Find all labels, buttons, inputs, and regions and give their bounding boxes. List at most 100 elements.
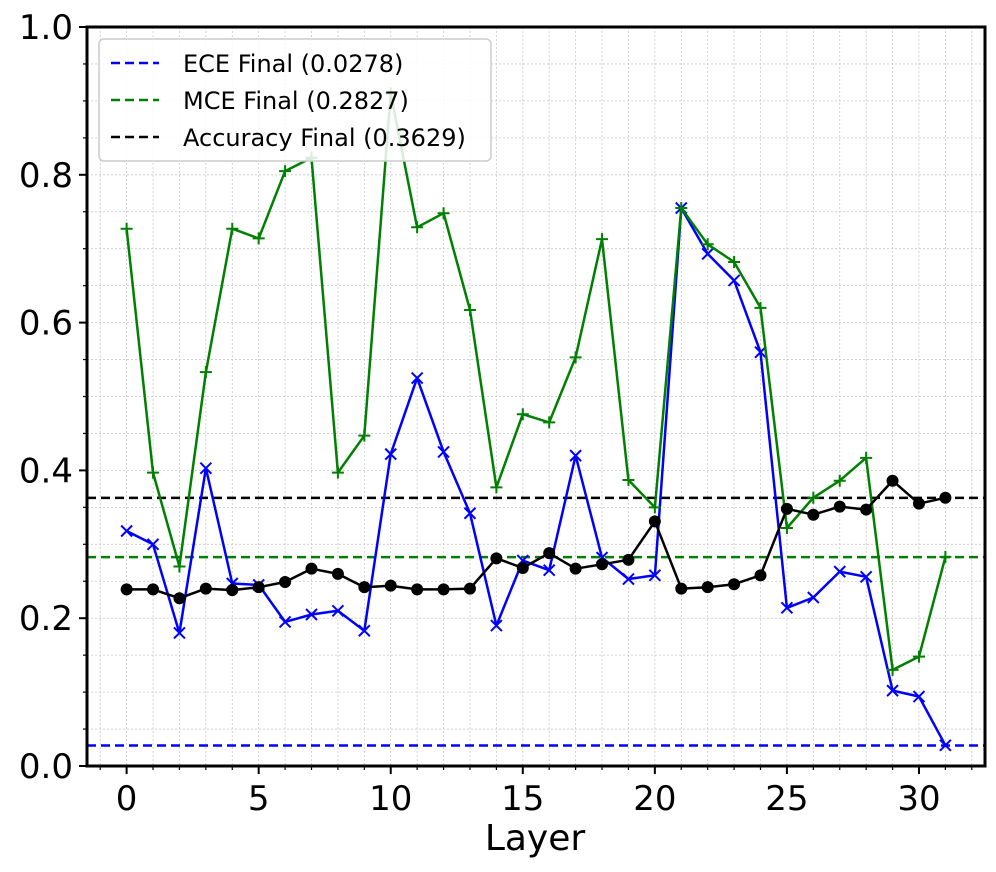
- mce-point: [147, 466, 160, 479]
- accuracy-point: [728, 578, 741, 591]
- accuracy-point: [226, 584, 239, 597]
- ece-marker: [146, 538, 160, 551]
- ece-point: [146, 538, 160, 551]
- ece-marker: [278, 615, 292, 629]
- accuracy-point: [463, 582, 476, 595]
- y-tick-label: 1.0: [19, 8, 73, 48]
- accuracy-point: [490, 552, 503, 565]
- accuracy-point: [860, 503, 873, 516]
- accuracy-marker: [701, 581, 714, 594]
- ece-point: [807, 591, 820, 604]
- legend-label-mce_final: MCE Final (0.2827): [183, 87, 409, 115]
- ece-marker: [912, 690, 926, 703]
- accuracy-point: [622, 553, 635, 566]
- accuracy-point: [358, 581, 371, 594]
- ece-marker: [727, 274, 741, 287]
- accuracy-point: [675, 582, 688, 595]
- ece-point: [173, 626, 186, 640]
- mce-point: [648, 501, 661, 514]
- mce-point: [569, 351, 582, 364]
- ece-point: [939, 739, 952, 752]
- ece-marker: [331, 604, 345, 618]
- ece-marker: [807, 591, 820, 604]
- ece-marker: [120, 524, 133, 538]
- mce-point: [331, 466, 344, 479]
- mce-point: [701, 238, 714, 251]
- accuracy-marker: [358, 581, 371, 594]
- mce-marker: [543, 416, 556, 429]
- accuracy-marker: [569, 562, 582, 575]
- accuracy-marker: [728, 578, 741, 591]
- mce-marker: [701, 238, 714, 251]
- mce-marker: [648, 501, 661, 514]
- ece-point: [490, 619, 503, 632]
- mce-marker: [516, 408, 529, 421]
- x-tick-label: 25: [765, 779, 808, 819]
- mce-marker: [173, 560, 186, 573]
- ece-point: [569, 449, 582, 462]
- accuracy-marker: [463, 582, 476, 595]
- ece-point: [833, 565, 846, 578]
- mce-point: [411, 221, 424, 234]
- accuracy-point: [939, 491, 952, 504]
- y-tick-label: 0.4: [19, 451, 73, 491]
- mce-point: [728, 256, 741, 269]
- mce-point: [226, 222, 239, 235]
- mce-marker: [199, 366, 212, 379]
- accuracy-point: [701, 581, 714, 594]
- ece-series-line: [126, 206, 947, 746]
- accuracy-marker: [939, 491, 952, 504]
- ece-marker: [463, 507, 477, 520]
- grid-lines: [87, 26, 985, 767]
- mce-point: [173, 560, 186, 573]
- x-tick-label: 0: [116, 779, 138, 819]
- ece-point: [622, 572, 635, 586]
- ece-marker: [833, 565, 846, 578]
- accuracy-marker: [147, 583, 160, 596]
- ece-point: [358, 624, 371, 637]
- mce-marker: [860, 451, 873, 464]
- mce-point: [939, 550, 952, 563]
- mce-marker: [252, 232, 265, 245]
- mce-point: [622, 474, 635, 487]
- accuracy-point: [648, 515, 661, 528]
- accuracy-marker: [807, 508, 820, 521]
- mce-point: [543, 416, 556, 429]
- x-tick-label: 10: [369, 779, 412, 819]
- accuracy-point: [147, 583, 160, 596]
- accuracy-point: [543, 547, 556, 560]
- mce-marker: [147, 466, 160, 479]
- accuracy-point: [279, 575, 292, 588]
- axis-ticks: 0 5 10 15 20 25 30 0.0 0.2 0.4 0.6 0.8 1.0: [19, 8, 973, 819]
- legend-label-acc_final: Accuracy Final (0.3629): [183, 124, 466, 152]
- mce-point: [596, 233, 609, 246]
- x-tick-label: 15: [501, 779, 544, 819]
- legend-label-ece_final: ECE Final (0.0278): [183, 50, 403, 78]
- ece-marker: [622, 572, 635, 586]
- mce-point: [780, 522, 793, 535]
- mce-marker: [886, 663, 899, 676]
- mce-point: [886, 663, 899, 676]
- accuracy-point: [411, 583, 424, 596]
- ece-marker: [701, 247, 714, 261]
- accuracy-marker: [516, 561, 529, 574]
- mce-point: [675, 202, 688, 215]
- accuracy-marker: [120, 583, 133, 596]
- ece-point: [278, 615, 292, 629]
- y-tick-label: 0.6: [19, 304, 73, 344]
- mce-point: [833, 474, 846, 487]
- accuracy-marker: [437, 583, 450, 596]
- ece-point: [120, 524, 133, 538]
- accuracy-point: [596, 558, 609, 571]
- accuracy-marker: [384, 579, 397, 592]
- ece-marker: [780, 601, 794, 615]
- accuracy-marker: [860, 503, 873, 516]
- ece-marker: [437, 445, 450, 459]
- accuracy-marker: [490, 552, 503, 565]
- accuracy-point: [120, 583, 133, 596]
- mce-marker: [780, 522, 793, 535]
- accuracy-marker: [331, 567, 344, 580]
- mce-point: [463, 304, 476, 317]
- accuracy-marker: [252, 581, 265, 594]
